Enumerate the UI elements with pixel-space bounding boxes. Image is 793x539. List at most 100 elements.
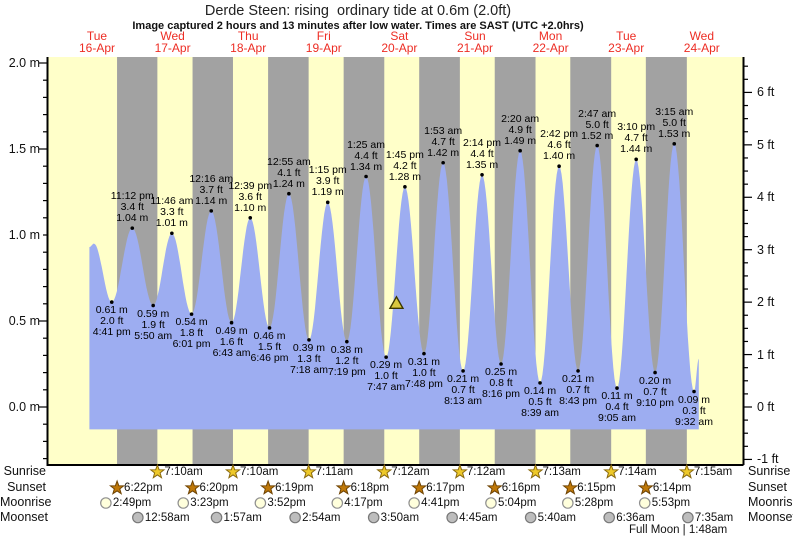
annotation-line: 1.34 m [350,160,383,173]
sunrise-star-icon [149,463,166,479]
low-tide-annotation: 0.09 m 0.3 ft 9:32 am [652,394,736,428]
right-axis-tick [744,170,748,172]
sunset-star-icon [562,479,579,495]
annotation-line: 1.19 m [311,186,344,199]
sunset-time: 6:20pm [199,482,238,494]
day-of-week-label: Fri [316,29,331,43]
sunrise-star-icon [603,463,620,479]
low-tide-annotation: 0.59 m 1.9 ft 5:50 am [111,308,195,342]
annotation-line: 7:47 am [367,381,406,394]
annotation-line: 4.7 ft [624,132,648,145]
sunset-star-icon [486,479,503,495]
astro-row-label-left: Sunset [7,480,46,494]
tide-extreme-dot [229,320,234,325]
low-tide-annotation: 0.38 m 1.2 ft 7:19 pm [305,344,389,378]
sunset-star-icon [260,479,277,495]
moonset-circle-icon [367,511,380,524]
right-axis-label: 2 ft [757,295,775,310]
page-title: Derde Steen: rising ordinary tide at 0.6… [204,3,512,19]
tide-extreme-dot [422,351,426,356]
moonrise-circle-icon [562,497,574,509]
left-axis-tick [39,406,47,408]
annotation-line: 12:39 pm [228,179,273,192]
high-tide-annotation: 2:14 pm 4.4 ft 1.35 m [440,137,524,171]
annotation-line: 2:42 pm [540,128,579,141]
left-axis-tick [43,440,47,442]
annotation-line: 1.04 m [116,212,149,225]
moonrise-circle-icon [485,497,497,509]
high-tide-annotation: 2:42 pm 4.6 ft 1.40 m [517,129,601,162]
low-tide-annotation: 0.21 m 0.7 ft 8:43 pm [536,373,620,407]
moonset-time: 7:35am [694,511,734,524]
right-axis-tick [744,314,748,316]
annotation-line: 4.2 ft [393,159,417,172]
annotation-line: 0.5 ft [528,395,552,408]
tide-extreme-dot [267,326,272,330]
annotation-line: 3.9 ft [316,175,340,188]
day-date-label: 22-Apr [532,41,569,55]
low-tide-annotation: 0.61 m 2.0 ft 4:41 pm [70,305,154,338]
day-date-label: 24-Apr [683,41,720,55]
sunset-star-icon [637,479,654,495]
sunrise-star-icon [451,463,468,479]
annotation-line: 1.52 m [581,129,614,142]
annotation-line: 5.0 ft [662,116,686,129]
sunset-time: 6:19pm [275,482,314,494]
moonrise-time: 4:17pm [344,497,383,509]
right-axis-tick [744,445,748,447]
right-axis-tick [744,380,748,382]
astro-row-label-left: Moonset [0,509,48,524]
annotation-line: 0.20 m [639,374,672,387]
moonset-circle-icon [210,511,223,524]
annotation-line: 1.3 ft [297,352,321,365]
right-axis-label: 1 ft [757,347,775,362]
annotation-line: 4:41 pm [92,326,131,339]
annotation-line: 9:10 pm [636,396,675,409]
annotation-line: 5.0 ft [585,118,609,131]
right-axis-tick [744,262,748,264]
sunset-star-icon [411,479,428,495]
sunset-time: 6:15pm [577,482,616,494]
left-axis-tick [43,286,47,288]
annotation-line: 4.7 ft [431,135,455,148]
right-axis-tick [744,367,748,369]
sunrise-time: 7:13am [542,466,581,478]
annotation-line: 4.4 ft [470,147,494,160]
moonrise-circle-icon [100,497,112,509]
annotation-line: 8:16 pm [482,388,520,400]
annotation-line: 1.8 ft [179,327,204,340]
sunrise-star-icon [527,463,544,479]
low-tide-annotation: 0.31 m 1.0 ft 7:48 pm [382,355,466,390]
right-axis-tick [744,78,748,80]
annotation-line: 1.0 ft [412,366,436,379]
right-axis-line [742,57,745,465]
left-axis-tick [43,200,47,202]
annotation-line: 1.53 m [658,127,691,140]
low-tide-annotation: 0.46 m 1.5 ft 6:46 pm [228,330,312,364]
moonset-circle-icon [603,511,615,524]
moonset-time: 5:40am [537,511,576,524]
high-tide-annotation: 12:39 pm 3.6 ft 1.10 m [208,179,292,214]
annotation-line: 1.6 ft [219,335,244,348]
tide-extreme-dot [151,303,155,308]
annotation-line: 0.31 m [407,355,441,368]
left-axis-tick [39,320,47,322]
annotation-line: 6:46 pm [250,351,289,364]
annotation-line: 1.35 m [465,158,499,171]
annotation-line: 0.7 ft [566,383,590,396]
high-tide-annotation: 2:20 am 4.9 ft 1.49 m [478,113,562,147]
annotation-line: 1:15 pm [308,164,347,177]
sunrise-star-icon [678,463,695,479]
left-axis-tick [43,423,47,425]
day-of-week-label: Tue [86,29,108,43]
moonrise-time: 3:52pm [267,497,306,509]
annotation-line: 8:13 am [444,394,483,407]
annotation-line: 3.3 ft [160,206,184,219]
astro-row-label-right: Moonrise [748,495,793,509]
annotation-line: 0.49 m [215,324,248,337]
sunrise-time: 7:11am [315,466,354,478]
high-tide-annotation: 3:10 pm 4.7 ft 1.44 m [594,122,678,155]
moonset-circle-icon [682,511,694,524]
sunrise-time: 7:10am [164,466,203,478]
